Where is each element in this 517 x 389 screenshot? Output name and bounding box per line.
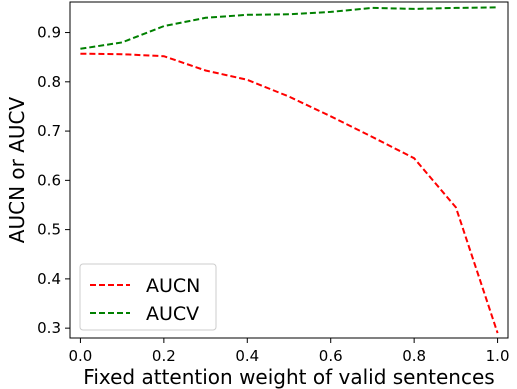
x-axis-label: Fixed attention weight of valid sentence… [83, 365, 494, 389]
series-layer [80, 6, 499, 334]
x-tick-label: 0.8 [402, 347, 426, 365]
y-axis-ticks: 0.3 0.4 0.5 0.6 0.7 0.8 0.9 [37, 24, 70, 337]
plot-area [69, 1, 509, 339]
y-tick-label: 0.9 [37, 24, 61, 42]
legend: AUCN AUCV [79, 263, 217, 331]
x-tick-label: 1.0 [486, 347, 510, 365]
y-tick-label: 0.3 [37, 319, 61, 337]
legend-label-aucn: AUCN [146, 275, 200, 297]
x-tick-label: 0.4 [235, 347, 259, 365]
y-tick-label: 0.8 [37, 73, 61, 91]
y-tick-label: 0.7 [37, 122, 61, 140]
y-tick-label: 0.6 [37, 171, 61, 189]
x-tick-label: 0.6 [319, 347, 343, 365]
y-tick-label: 0.4 [37, 270, 61, 288]
y-tick-label: 0.5 [37, 221, 61, 239]
x-tick-label: 0.0 [68, 347, 92, 365]
y-axis-label: AUCN or AUCV [5, 96, 29, 243]
legend-label-aucv: AUCV [146, 303, 199, 325]
x-tick-label: 0.2 [152, 347, 176, 365]
series-line-aucv [80, 6, 498, 50]
x-axis-ticks: 0.0 0.2 0.4 0.6 0.8 1.0 [68, 338, 510, 365]
plot-frame [69, 1, 509, 339]
